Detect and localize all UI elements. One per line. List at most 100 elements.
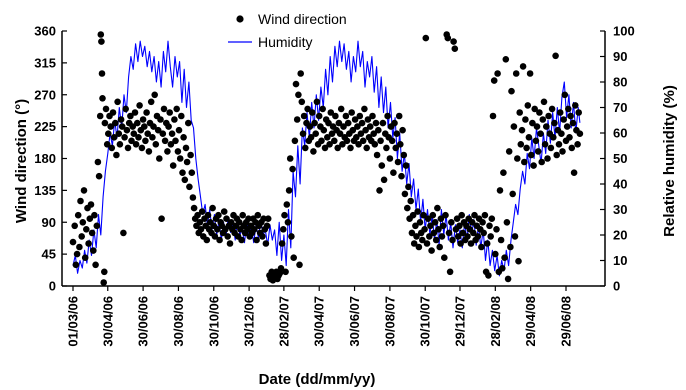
wind-direction-point bbox=[238, 236, 245, 244]
right-y-tick-label: 30 bbox=[613, 202, 627, 217]
wind-direction-point bbox=[370, 130, 378, 137]
wind-direction-point bbox=[531, 105, 538, 113]
legend-marker-wind-direction bbox=[236, 15, 244, 23]
wind-direction-point bbox=[420, 211, 427, 219]
wind-direction-point bbox=[291, 137, 299, 145]
wind-direction-point bbox=[537, 130, 544, 137]
wind-direction-point bbox=[378, 162, 386, 169]
wind-direction-point bbox=[280, 226, 287, 233]
right-y-tick-label: 40 bbox=[613, 177, 627, 192]
wind-direction-point bbox=[289, 165, 296, 173]
wind-direction-point bbox=[336, 130, 344, 137]
wind-direction-point bbox=[540, 98, 548, 106]
wind-direction-point bbox=[409, 211, 417, 219]
wind-direction-point bbox=[117, 116, 125, 123]
wind-direction-point bbox=[307, 134, 315, 141]
wind-direction-point bbox=[380, 176, 388, 184]
wind-direction-point bbox=[159, 130, 167, 137]
right-y-tick-label: 80 bbox=[613, 75, 627, 90]
wind-direction-point bbox=[339, 141, 346, 148]
wind-direction-point bbox=[354, 123, 361, 130]
wind-direction-point bbox=[120, 229, 127, 237]
legend-label-wind-direction: Wind direction bbox=[258, 11, 347, 27]
wind-direction-point bbox=[390, 169, 397, 176]
wind-direction-point bbox=[503, 219, 511, 226]
wind-direction-point bbox=[295, 91, 302, 99]
wind-direction-point bbox=[328, 130, 336, 137]
wind-direction-point bbox=[319, 105, 327, 113]
wind-direction-point bbox=[123, 126, 131, 134]
wind-direction-point bbox=[402, 162, 410, 169]
wind-direction-point bbox=[366, 123, 374, 130]
wind-direction-point bbox=[541, 141, 549, 148]
wind-direction-point bbox=[412, 222, 419, 230]
left-y-tick-label: 360 bbox=[34, 24, 56, 39]
wind-direction-point bbox=[161, 137, 169, 145]
wind-direction-point bbox=[383, 144, 390, 152]
wind-direction-point bbox=[572, 102, 579, 109]
wind-direction-point bbox=[69, 238, 77, 246]
left-y-tick-label: 315 bbox=[34, 55, 56, 70]
wind-direction-point bbox=[377, 137, 384, 145]
wind-direction-point bbox=[353, 134, 360, 141]
wind-direction-point bbox=[128, 137, 135, 145]
wind-direction-point bbox=[362, 126, 369, 134]
wind-direction-point bbox=[524, 102, 532, 109]
x-tick-label: 30/10/07 bbox=[418, 296, 433, 347]
wind-direction-point bbox=[561, 91, 569, 99]
wind-direction-point bbox=[490, 77, 498, 84]
wind-direction-point bbox=[413, 233, 420, 240]
x-tick-label: 30/04/06 bbox=[100, 296, 115, 347]
wind-direction-point bbox=[451, 45, 459, 52]
wind-direction-point bbox=[311, 119, 318, 127]
wind-direction-point bbox=[575, 109, 582, 116]
wind-direction-point bbox=[510, 123, 518, 130]
wind-direction-point bbox=[127, 112, 134, 120]
wind-direction-point bbox=[245, 215, 252, 222]
wind-direction-point bbox=[99, 95, 106, 102]
wind-direction-point bbox=[442, 211, 449, 219]
wind-direction-point bbox=[393, 130, 401, 137]
wind-direction-point bbox=[100, 279, 107, 286]
wind-direction-point bbox=[566, 134, 573, 141]
wind-direction-point bbox=[502, 56, 510, 63]
wind-direction-point bbox=[172, 137, 179, 145]
left-y-tick-label: 90 bbox=[42, 215, 56, 230]
wind-direction-point bbox=[351, 116, 359, 123]
wind-direction-point bbox=[361, 105, 368, 113]
wind-direction-point bbox=[78, 233, 85, 240]
wind-direction-point bbox=[401, 190, 409, 198]
wind-direction-point bbox=[449, 236, 456, 244]
wind-direction-point bbox=[445, 229, 453, 237]
wind-direction-point bbox=[290, 254, 298, 261]
wind-direction-point bbox=[110, 134, 118, 141]
wind-direction-point bbox=[325, 119, 332, 127]
wind-direction-point bbox=[167, 141, 175, 148]
wind-direction-point bbox=[179, 169, 186, 176]
wind-direction-point bbox=[129, 123, 136, 130]
wind-direction-point bbox=[359, 137, 367, 145]
wind-direction-point bbox=[310, 148, 317, 155]
right-y-tick-label: 70 bbox=[613, 100, 627, 115]
right-y-axis-title: Relative humidity (%) bbox=[661, 85, 678, 237]
wind-direction-point bbox=[135, 134, 142, 141]
x-tick-label: 29/04/08 bbox=[523, 296, 538, 347]
wind-direction-point bbox=[223, 215, 230, 222]
x-axis-title: Date (dd/mm/yy) bbox=[259, 371, 376, 388]
wind-direction-point bbox=[160, 105, 168, 113]
wind-direction-point bbox=[499, 265, 506, 272]
wind-direction-point bbox=[428, 247, 435, 254]
wind-direction-point bbox=[85, 240, 92, 247]
wind-direction-point bbox=[98, 38, 105, 45]
wind-direction-point bbox=[154, 126, 162, 134]
wind-direction-point bbox=[497, 236, 505, 244]
right-y-tick-label: 20 bbox=[613, 228, 627, 243]
wind-direction-point bbox=[204, 211, 212, 219]
wind-direction-point bbox=[108, 144, 116, 152]
wind-direction-point bbox=[349, 126, 357, 134]
wind-direction-point bbox=[118, 123, 126, 130]
wind-direction-point bbox=[101, 268, 108, 276]
wind-direction-point bbox=[253, 236, 260, 244]
wind-direction-point bbox=[77, 197, 84, 205]
wind-direction-point bbox=[81, 254, 89, 261]
